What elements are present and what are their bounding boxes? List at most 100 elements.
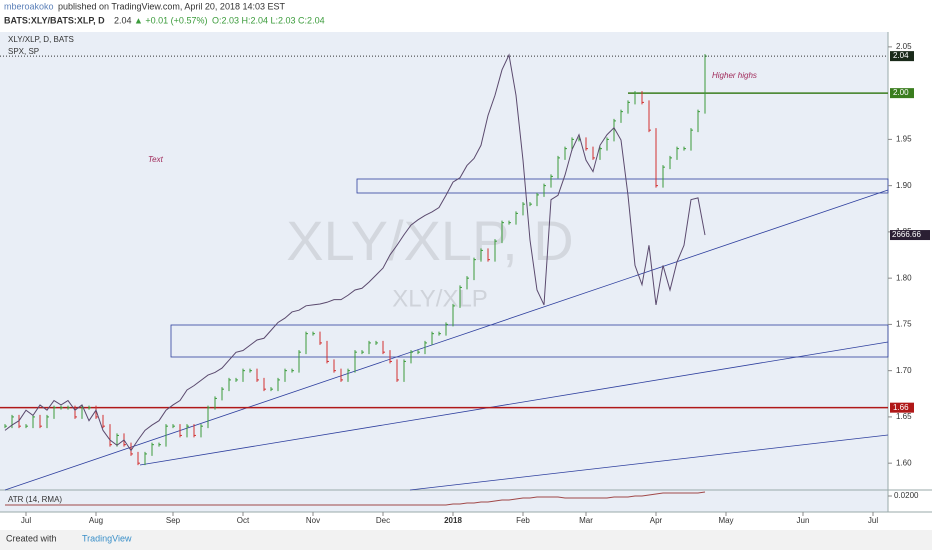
price-bar: [270, 387, 273, 392]
price-bar: [676, 146, 679, 160]
footer-brand[interactable]: TradingView: [82, 533, 132, 543]
price-bar: [207, 405, 210, 429]
y-tick-label: 1.65: [896, 412, 912, 421]
price-bar: [683, 146, 686, 151]
price-bar: [508, 220, 511, 225]
trend-line: [4, 189, 889, 491]
price-bar: [333, 359, 336, 373]
price-bar: [543, 183, 546, 197]
y-tick-label: 1.75: [896, 320, 912, 329]
x-tick-label: May: [718, 516, 733, 525]
atr-line: [5, 491, 706, 506]
price-bar: [368, 340, 371, 355]
y-tick-label: 1.90: [896, 181, 912, 190]
legend-main: XLY/XLP, D, BATS: [8, 35, 74, 44]
price-bar: [613, 118, 616, 142]
price-bar: [109, 424, 112, 447]
price-bar: [312, 331, 315, 336]
price-bar: [200, 424, 203, 438]
price-bar: [172, 424, 175, 429]
price-bar: [193, 424, 196, 438]
price-bar: [354, 350, 357, 373]
price-bar: [487, 248, 490, 262]
price-bar: [347, 368, 350, 382]
price-bar: [235, 377, 238, 382]
y-tick-label: 1.95: [896, 134, 912, 143]
price-bar: [529, 202, 532, 207]
price-bar: [690, 128, 693, 151]
price-bar: [592, 146, 595, 160]
price-bar: [361, 350, 364, 355]
price-bar: [186, 424, 189, 438]
spx-label: 2666.66: [892, 230, 921, 239]
price-bar: [305, 331, 308, 355]
price-axis: [888, 32, 932, 512]
price-bar: [662, 165, 665, 188]
price-bar: [564, 146, 567, 160]
annotation: Text: [148, 155, 164, 164]
price-bar: [669, 155, 672, 170]
price-bar: [417, 350, 420, 355]
price-bar: [158, 442, 161, 447]
price-bar: [165, 424, 168, 447]
annotation: Higher highs: [712, 71, 757, 80]
price-bar: [396, 359, 399, 382]
price-bar: [424, 340, 427, 355]
price-bar: [102, 414, 105, 429]
price-bar: [382, 340, 385, 355]
zone-box: [170, 324, 889, 358]
watermark-small: XLY/XLP: [392, 285, 488, 312]
ohlc: O:2.03 H:2.04 L:2.03 C:2.04: [212, 15, 325, 25]
last-price-box: [890, 51, 914, 62]
price-bar: [137, 451, 140, 466]
price-bar: [46, 414, 49, 429]
price-bar: [25, 424, 28, 429]
price-bar: [641, 91, 644, 105]
price-bar: [389, 350, 392, 364]
price-bar: [60, 405, 63, 410]
x-tick-label: Feb: [516, 516, 530, 525]
price-bar: [697, 109, 700, 133]
price-bar: [655, 128, 658, 188]
x-tick-label: Apr: [650, 516, 663, 525]
published: published on TradingView.com, April 20, …: [58, 1, 285, 11]
price-bar: [11, 414, 14, 429]
x-tick-label: Dec: [376, 516, 390, 525]
y-tick-label: 2.05: [896, 42, 912, 51]
price-bar: [459, 285, 462, 308]
footer: [0, 530, 932, 550]
atr-label: ATR (14, RMA): [8, 495, 62, 504]
level-label-box: [890, 402, 914, 413]
price-bar: [627, 100, 630, 114]
price-bar: [4, 424, 7, 429]
symbol: BATS:XLY/BATS:XLP, D: [4, 15, 105, 25]
price-bar: [88, 405, 91, 410]
author[interactable]: mberoakoko: [4, 1, 54, 11]
x-tick-label: Sep: [166, 516, 181, 525]
x-tick-label: Nov: [306, 516, 320, 525]
price-bar: [536, 192, 539, 207]
price-bar: [410, 350, 413, 364]
price-bar: [18, 414, 21, 429]
price-bar: [403, 359, 406, 382]
price-bar: [67, 405, 70, 410]
price-bar: [466, 276, 469, 290]
price-bar: [291, 368, 294, 373]
footer-text: Created with: [6, 533, 57, 543]
y-tick-label: 1.80: [896, 273, 912, 282]
price-bar: [375, 340, 378, 345]
price-bar: [263, 377, 266, 392]
trend-line: [409, 434, 889, 491]
spx-label-box: [890, 230, 930, 241]
price-bar: [494, 239, 497, 262]
price-bar: [130, 442, 133, 456]
price-bar: [221, 387, 224, 401]
price-bar: [445, 322, 448, 336]
x-tick-label: Jul: [868, 516, 878, 525]
price-bar: [277, 377, 280, 392]
price-bar: [522, 202, 525, 216]
spx-line: [4, 53, 706, 452]
price-bar: [326, 340, 329, 364]
price-bar: [501, 220, 504, 244]
